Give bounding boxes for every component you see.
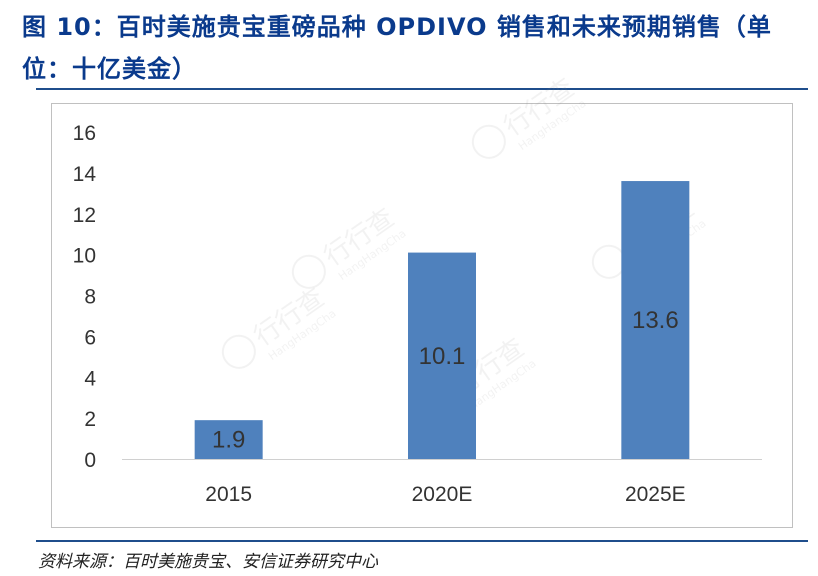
y-tick-label: 2: [84, 408, 96, 431]
watermark-logo: [291, 254, 326, 289]
x-tick-label: 2025E: [625, 483, 686, 506]
source-divider: [36, 540, 808, 542]
title-divider: [36, 88, 808, 90]
y-axis: 0 2 4 6 8 10 12 14 16: [73, 122, 97, 472]
y-tick-label: 12: [73, 204, 96, 227]
y-tick-label: 6: [84, 326, 96, 349]
y-tick-label: 10: [73, 245, 96, 268]
figure-title: 图 10：百时美施贵宝重磅品种 OPDIVO 销售和未来预期销售（单位：十亿美金…: [22, 13, 772, 83]
bar-2015: [194, 420, 263, 459]
y-tick-label: 16: [73, 122, 96, 145]
y-tick-label: 8: [84, 286, 96, 309]
watermark-logo: [221, 334, 256, 369]
data-label: 1.9: [212, 427, 245, 454]
x-axis: 2015 2020E 2025E: [205, 483, 685, 506]
x-tick-label: 2020E: [412, 483, 473, 506]
y-tick-label: 4: [84, 367, 96, 390]
watermark-logo: [471, 124, 506, 159]
bar-2020E: [408, 252, 476, 459]
bars: 1.9 10.1 13.6: [194, 181, 690, 460]
bar-2025E: [621, 181, 690, 460]
source-note: 资料来源：百时美施贵宝、安信证券研究中心: [38, 552, 378, 572]
y-tick-label: 0: [84, 449, 96, 472]
data-label: 10.1: [419, 343, 466, 370]
chart-frame: [51, 103, 793, 528]
x-tick-label: 2015: [205, 483, 252, 506]
data-label: 13.6: [632, 307, 679, 334]
y-tick-label: 14: [73, 163, 97, 186]
